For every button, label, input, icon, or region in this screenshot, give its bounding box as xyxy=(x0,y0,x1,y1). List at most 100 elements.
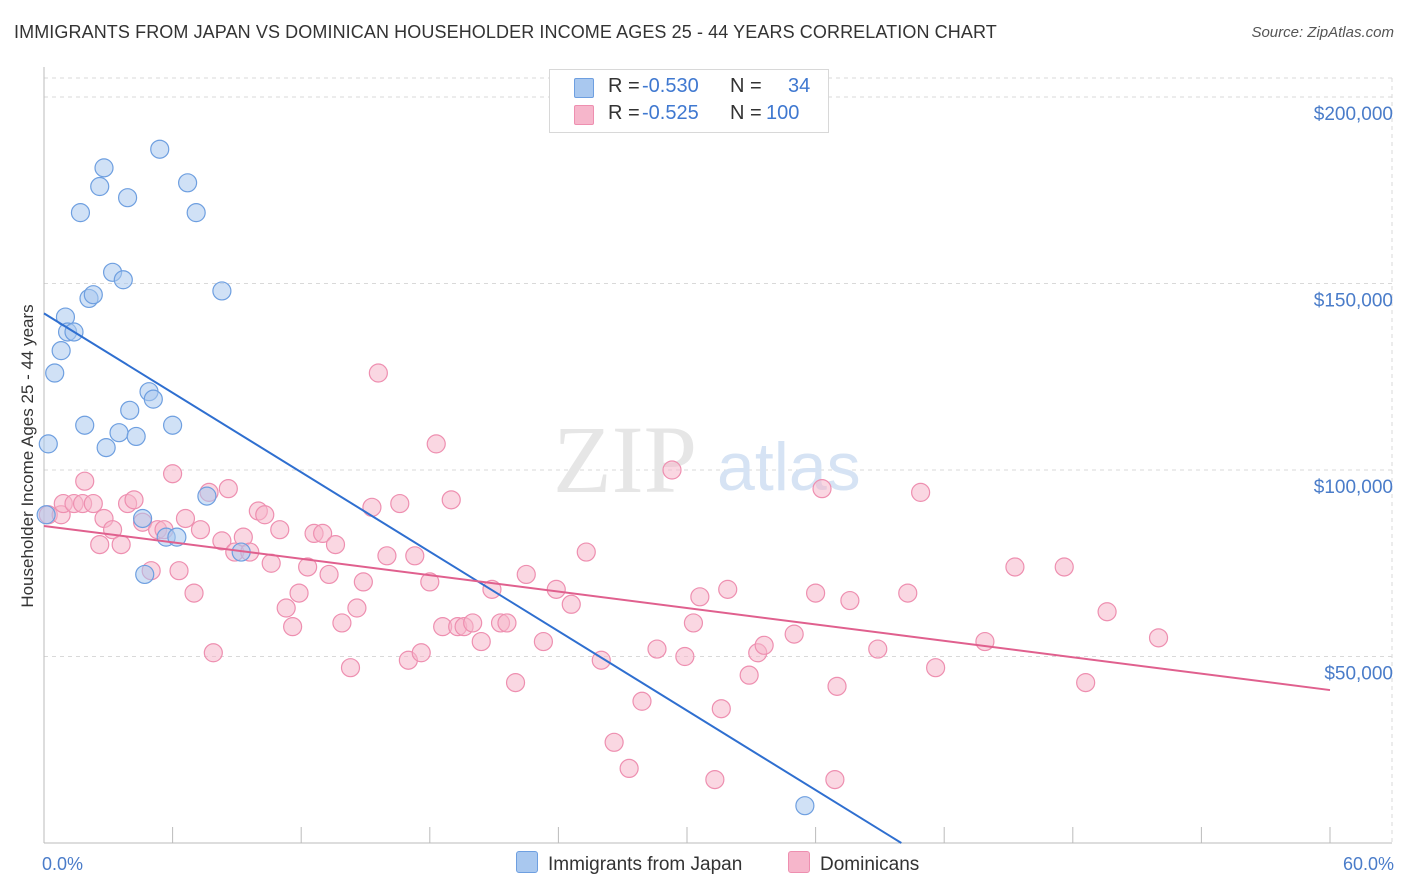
series-japan xyxy=(36,139,815,816)
legend-n-value-dominicans: 100 xyxy=(766,102,800,124)
trend-lines xyxy=(43,312,1331,844)
japan-point xyxy=(109,423,129,443)
dominican-point xyxy=(90,534,110,555)
dominican-point xyxy=(313,523,333,544)
y-tick-labels: $50,000 $100,000 $150,000 $200,000 xyxy=(1314,104,1393,685)
dominican-point xyxy=(463,613,483,633)
dominican-point xyxy=(319,564,339,585)
japan-point xyxy=(186,203,206,223)
dominican-point xyxy=(754,635,774,655)
japan-point xyxy=(90,176,110,197)
dominican-point xyxy=(270,520,290,540)
dominican-point xyxy=(516,564,536,585)
y-tick-label: $150,000 xyxy=(1314,291,1393,312)
japan-point xyxy=(178,173,198,193)
dominican-point xyxy=(868,639,888,659)
dominican-point xyxy=(561,594,581,614)
dominican-point xyxy=(827,676,847,696)
japan-trend-line xyxy=(43,312,902,844)
japan-point xyxy=(75,415,95,435)
japan-point xyxy=(51,341,71,361)
dominican-point xyxy=(647,639,667,659)
legend-r-value-dominicans: -0.525 xyxy=(642,102,699,124)
legend-label-dominicans: Dominicans xyxy=(820,854,920,875)
dominican-point xyxy=(926,658,946,678)
dominican-point xyxy=(533,631,553,652)
legend-n-label: N = xyxy=(730,102,762,124)
dominican-point xyxy=(332,613,352,633)
japan-point xyxy=(120,400,140,420)
dominican-point xyxy=(675,646,695,667)
y-tick-label: $50,000 xyxy=(1324,664,1393,685)
dominican-point xyxy=(690,587,710,607)
stats-legend: R = -0.530 N = 34 R = -0.525 N = 100 xyxy=(549,69,829,133)
japan-point xyxy=(83,285,103,305)
dominican-point xyxy=(163,464,183,484)
series-legend-japan: Immigrants from Japan xyxy=(516,851,742,876)
dominican-point xyxy=(632,691,652,711)
japan-point xyxy=(212,281,232,301)
japan-point xyxy=(45,363,65,383)
dominican-point xyxy=(405,546,425,566)
japan-point xyxy=(132,508,153,529)
legend-swatch-dominicans xyxy=(574,105,594,125)
japan-point xyxy=(795,796,815,816)
dominican-point xyxy=(840,590,860,611)
axes xyxy=(43,67,1392,844)
dominican-point xyxy=(805,583,826,603)
dominican-point xyxy=(784,624,804,644)
legend-swatch-japan xyxy=(516,851,538,873)
legend-label-japan: Immigrants from Japan xyxy=(548,854,743,875)
dominican-point xyxy=(75,471,95,491)
chart-title: IMMIGRANTS FROM JAPAN VS DOMINICAN HOUSE… xyxy=(14,22,997,42)
dominican-point xyxy=(111,534,131,555)
japan-point xyxy=(117,188,138,208)
x-tick-label-max: 60.0% xyxy=(1343,854,1394,874)
japan-point xyxy=(70,203,91,223)
dominican-point xyxy=(975,631,995,652)
dominican-point xyxy=(505,673,526,693)
y-tick-label: $200,000 xyxy=(1314,104,1393,125)
dominican-point xyxy=(426,434,446,454)
y-axis-title: Householder Income Ages 25 - 44 years xyxy=(18,304,37,607)
dominican-point xyxy=(1054,557,1074,577)
series-legend-dominicans: Dominicans xyxy=(788,851,919,876)
dominican-point xyxy=(261,553,281,573)
dominican-point xyxy=(276,598,296,618)
watermark: ZIP atlas xyxy=(553,406,861,513)
dominican-point xyxy=(411,643,431,663)
dominican-point xyxy=(377,546,397,566)
dominican-point xyxy=(83,493,103,514)
dominican-point xyxy=(604,732,624,752)
dominican-point xyxy=(175,508,196,529)
dominican-point xyxy=(825,769,845,790)
dominican-point xyxy=(190,520,211,540)
source-credit: Source: ZipAtlas.com xyxy=(1251,24,1394,41)
dominican-point xyxy=(711,699,731,719)
dominican-point xyxy=(1148,628,1169,648)
dominican-point xyxy=(390,493,410,514)
dominican-point xyxy=(255,505,275,525)
dominican-point xyxy=(441,490,461,510)
japan-point xyxy=(126,426,146,447)
japan-point xyxy=(96,438,116,458)
legend-n-label: N = xyxy=(730,75,762,97)
dominican-point xyxy=(497,613,517,633)
watermark-atlas: atlas xyxy=(717,429,861,505)
dominican-point xyxy=(546,579,566,599)
legend-swatch-japan xyxy=(574,78,594,98)
dominican-point xyxy=(184,583,204,603)
dominican-point xyxy=(420,572,440,592)
dominican-point xyxy=(203,643,223,663)
legend-r-label: R = xyxy=(608,75,640,97)
dominican-point xyxy=(368,363,388,383)
japan-point xyxy=(94,158,114,178)
legend-row-japan: R = -0.530 N = 34 xyxy=(550,75,828,101)
dominican-point xyxy=(340,658,361,678)
legend-n-value-japan: 34 xyxy=(788,75,811,97)
dominican-point xyxy=(739,665,759,685)
japan-point xyxy=(36,505,56,525)
dominican-point xyxy=(911,482,931,502)
japan-point xyxy=(38,434,58,454)
